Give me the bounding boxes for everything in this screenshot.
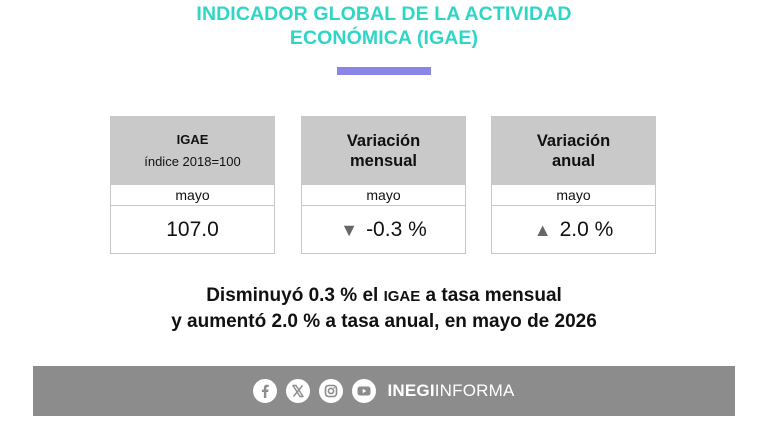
brand-bold: INEGI (387, 381, 435, 400)
card-header: IGAE índice 2018=100 (111, 117, 274, 185)
facebook-icon[interactable] (253, 379, 278, 403)
card-period: mayo (302, 185, 465, 206)
card-period: mayo (111, 185, 274, 206)
footer-bar: INEGIINFORMA (33, 366, 735, 416)
page-title-line2: ECONÓMICA (IGAE) (289, 27, 479, 49)
page-title-line1: INDICADOR GLOBAL DE LA ACTIVIDAD (196, 3, 572, 25)
card-title-line2: anual (551, 152, 596, 170)
summary-line1: Disminuyó 0.3 % el IGAE a tasa mensual (0, 283, 768, 309)
card-header: Variación mensual (302, 117, 465, 185)
card-annual-variation: Variación anual mayo ▲ 2.0 % (491, 116, 656, 254)
card-value: 107.0 (166, 218, 219, 241)
card-value: -0.3 % (366, 218, 427, 241)
card-title-line1: Variación (536, 132, 611, 150)
youtube-icon[interactable] (352, 379, 377, 403)
card-monthly-variation: Variación mensual mayo ▼ -0.3 % (301, 116, 466, 254)
brand-logo: INEGIINFORMA (387, 381, 514, 401)
card-title-line1: Variación (346, 132, 421, 150)
social-links (253, 379, 385, 403)
instagram-icon[interactable] (319, 379, 344, 403)
card-value-row: ▼ -0.3 % (302, 206, 465, 254)
summary-line2: y aumentó 2.0 % a tasa anual, en mayo de… (171, 311, 597, 332)
brand-regular: INFORMA (434, 381, 515, 400)
card-value-row: ▲ 2.0 % (492, 206, 655, 254)
card-subtitle: índice 2018=100 (144, 154, 241, 169)
page-title: INDICADOR GLOBAL DE LA ACTIVIDAD ECONÓMI… (0, 2, 768, 50)
card-value: 2.0 % (559, 218, 614, 241)
triangle-up-icon: ▲ (533, 220, 552, 240)
summary-text: Disminuyó 0.3 % el IGAE a tasa mensual y… (0, 283, 768, 334)
card-igae-index: IGAE índice 2018=100 mayo 107.0 (110, 116, 275, 254)
summary-line1-pre: Disminuyó 0.3 % el (206, 285, 384, 306)
triangle-down-icon: ▼ (340, 220, 359, 240)
summary-line1-post: a tasa mensual (420, 285, 562, 306)
summary-abbr: IGAE (383, 288, 421, 305)
title-accent-bar (337, 67, 431, 75)
card-title-line2: mensual (350, 152, 417, 170)
card-period: mayo (492, 185, 655, 206)
card-header: Variación anual (492, 117, 655, 185)
x-icon[interactable] (286, 379, 311, 403)
card-title: IGAE (176, 132, 209, 147)
